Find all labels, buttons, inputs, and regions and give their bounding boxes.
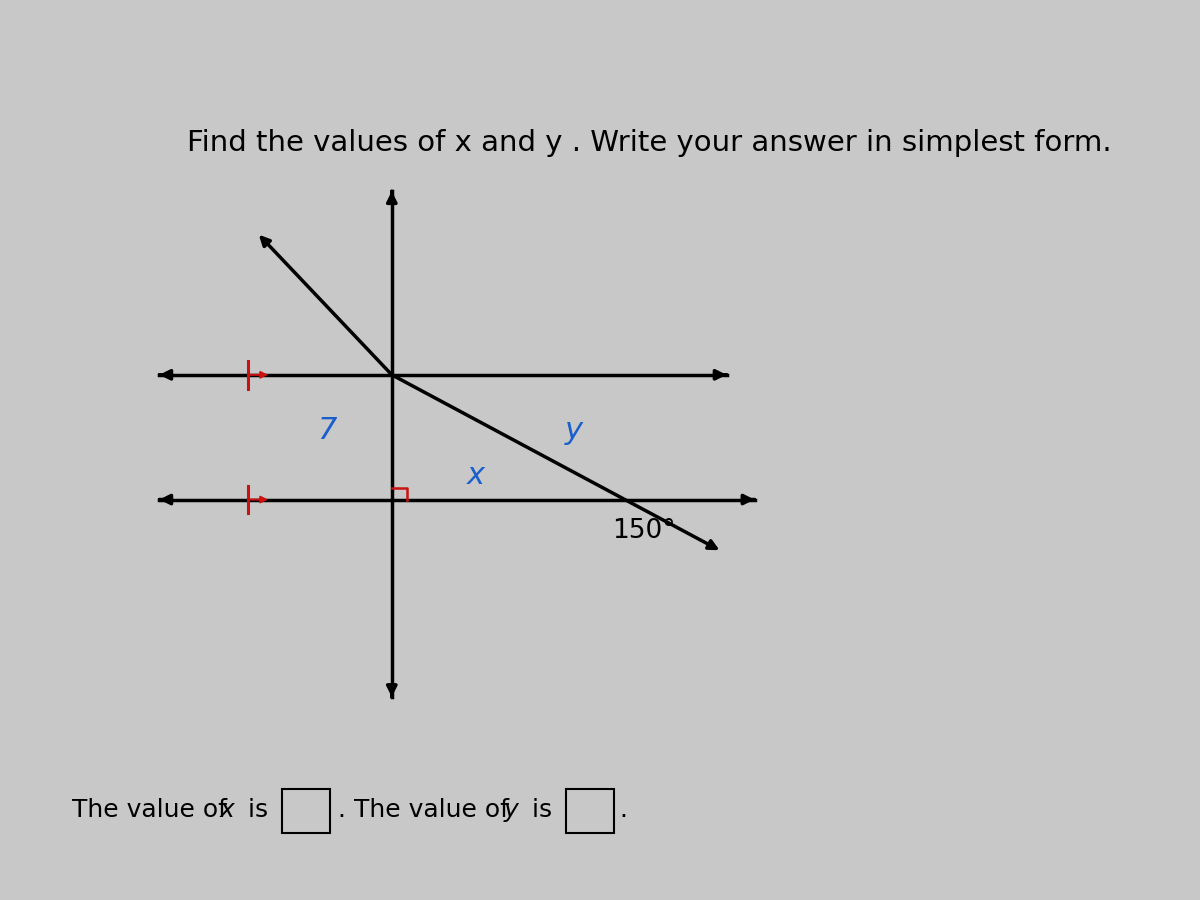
Text: x: x: [220, 798, 234, 822]
Text: Find the values of x and y . Write your answer in simplest form.: Find the values of x and y . Write your …: [187, 129, 1112, 157]
Text: 7: 7: [317, 416, 336, 445]
Text: is: is: [524, 798, 560, 822]
Text: .: .: [619, 798, 628, 822]
Text: is: is: [240, 798, 276, 822]
Text: y: y: [504, 798, 518, 822]
Text: The value of: The value of: [72, 798, 235, 822]
Text: . The value of: . The value of: [338, 798, 517, 822]
Text: y: y: [564, 416, 582, 445]
Text: x: x: [467, 461, 485, 490]
Text: 150°: 150°: [612, 518, 676, 544]
